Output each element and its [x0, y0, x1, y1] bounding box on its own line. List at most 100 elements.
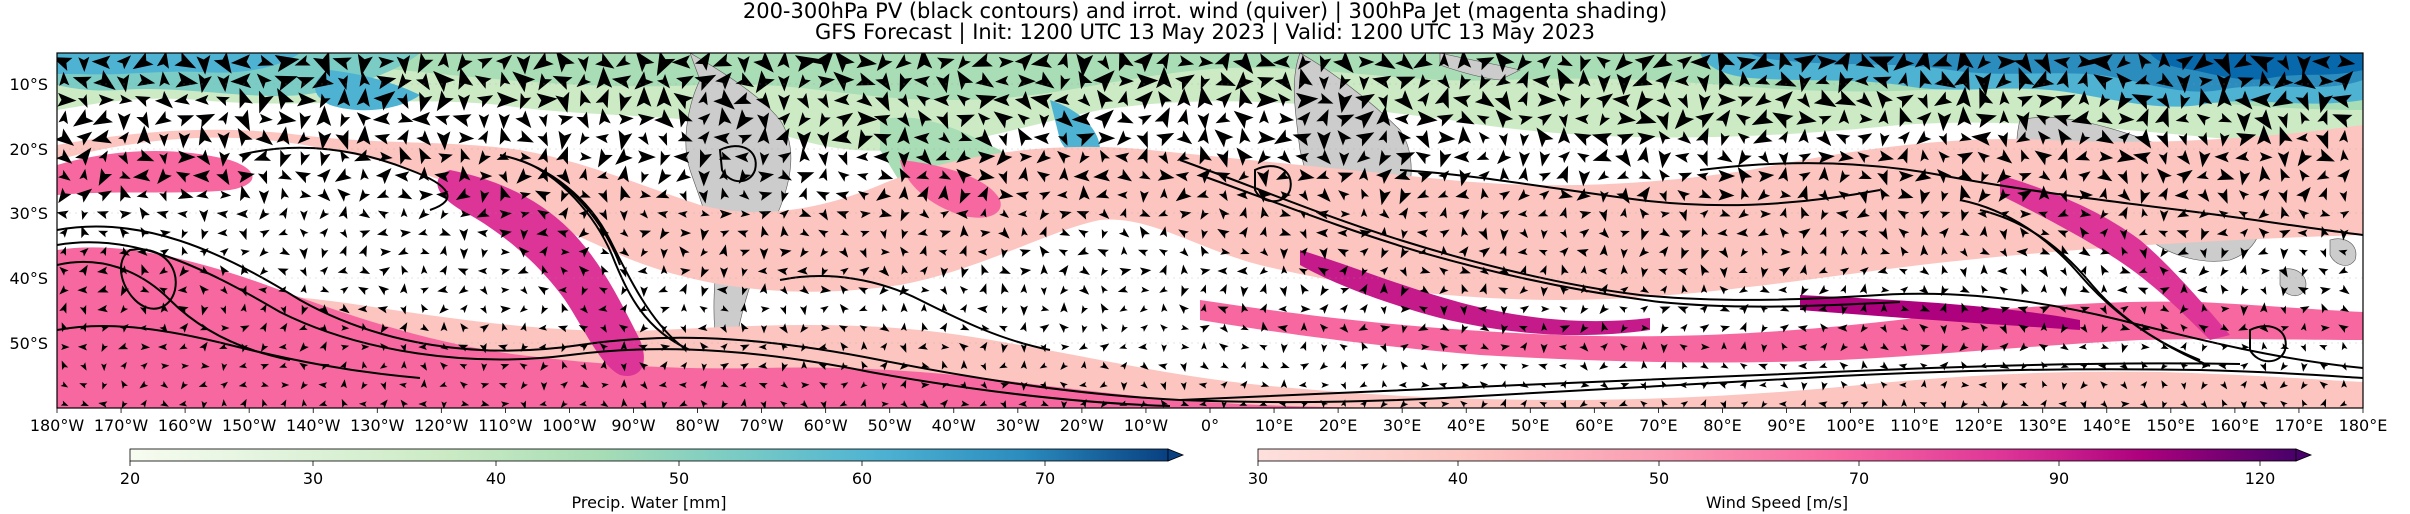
quiver-arrow	[518, 246, 530, 258]
quiver-arrow	[1036, 171, 1051, 183]
quiver-arrow	[1460, 305, 1468, 316]
quiver-arrow	[1934, 70, 1957, 88]
quiver-arrow	[379, 399, 388, 408]
quiver-arrow	[740, 302, 747, 313]
quiver-arrow	[2156, 130, 2169, 148]
quiver-arrow	[440, 321, 448, 332]
quiver-arrow	[654, 109, 674, 128]
quiver-arrow	[818, 343, 828, 350]
quiver-arrow	[455, 188, 471, 200]
quiver-arrow	[2079, 226, 2090, 239]
quiver-arrow	[1200, 74, 1211, 90]
quiver-arrow	[2299, 169, 2310, 182]
quiver-arrow	[481, 363, 488, 372]
figure-title-line-2: GFS Forecast | Init: 1200 UTC 13 May 202…	[814, 20, 1596, 44]
quiver-arrow	[2021, 149, 2030, 163]
quiver-arrow	[1618, 362, 1628, 369]
quiver-arrow	[2295, 91, 2309, 111]
quiver-arrow	[1376, 106, 1391, 127]
quiver-arrow	[699, 149, 713, 168]
quiver-arrow	[1316, 149, 1331, 165]
quiver-arrow	[319, 341, 327, 352]
quiver-arrow	[600, 360, 607, 370]
quiver-arrow	[1136, 73, 1159, 90]
quiver-arrow	[880, 248, 890, 256]
quiver-arrow	[159, 133, 169, 147]
quiver-arrow	[1395, 76, 1416, 90]
quiver-arrow	[819, 382, 829, 390]
quiver-arrow	[2016, 111, 2030, 132]
quiver-arrow	[1778, 166, 1788, 182]
quiver-arrow	[1540, 343, 1548, 354]
quiver-arrow	[1418, 248, 1428, 255]
quiver-arrow	[1239, 400, 1248, 406]
lon-tick-label: 160°W	[158, 416, 213, 435]
quiver-arrow	[1317, 92, 1334, 104]
quiver-arrow	[860, 381, 868, 389]
quiver-arrow	[356, 112, 372, 127]
quiver-arrow	[80, 362, 87, 371]
quiver-arrow	[1599, 361, 1609, 370]
quiver-arrow	[1116, 130, 1132, 146]
quiver-arrow	[500, 248, 510, 256]
quiver-arrow	[380, 343, 389, 352]
quiver-arrow	[281, 382, 290, 388]
quiver-arrow	[777, 169, 792, 181]
quiver-arrow	[433, 70, 456, 93]
quiver-arrow	[1116, 111, 1134, 124]
quiver-arrow	[2158, 230, 2169, 238]
quiver-arrow	[798, 187, 807, 201]
quiver-arrow	[1813, 89, 1837, 108]
quiver-arrow	[1640, 381, 1646, 391]
quiver-arrow	[1538, 190, 1550, 201]
quiver-arrow	[555, 91, 570, 113]
quiver-arrow	[1677, 131, 1692, 144]
quiver-arrow	[2259, 323, 2269, 333]
quiver-arrow	[259, 247, 269, 257]
quiver-arrow	[1276, 149, 1291, 164]
quiver-arrow	[1960, 324, 1970, 331]
quiver-arrow	[993, 111, 1014, 129]
quiver-arrow	[798, 208, 812, 217]
quiver-arrow	[356, 88, 370, 107]
quiver-arrow	[1478, 247, 1491, 258]
quiver-arrow	[673, 92, 694, 110]
quiver-arrow	[1517, 248, 1528, 256]
quiver-arrow	[1177, 108, 1189, 126]
quiver-arrow	[896, 112, 910, 127]
quiver-arrow	[156, 53, 169, 69]
quiver-arrow	[956, 94, 971, 107]
quiver-arrow	[2160, 362, 2168, 371]
quiver-arrow	[977, 305, 988, 314]
quiver-arrow	[274, 75, 298, 91]
quiver-arrow	[758, 211, 772, 220]
quiver-arrow	[2240, 400, 2247, 408]
quiver-arrow	[2175, 113, 2190, 123]
quiver-arrow	[1180, 381, 1187, 391]
quiver-arrow	[775, 127, 790, 147]
quiver-arrow	[2079, 306, 2090, 314]
quiver-arrow	[420, 287, 429, 294]
quiver-arrow	[480, 190, 490, 204]
quiver-arrow	[1620, 343, 1628, 351]
quiver-arrow	[540, 382, 548, 391]
quiver-arrow	[1661, 399, 1668, 408]
quiver-arrow	[1757, 227, 1769, 237]
quiver-arrow	[1616, 170, 1630, 180]
quiver-arrow	[538, 324, 548, 331]
quiver-arrow	[579, 343, 589, 352]
quiver-arrow	[900, 208, 910, 222]
quiver-arrow	[1580, 93, 1591, 109]
quiver-arrow	[760, 400, 767, 408]
quiver-arrow	[956, 114, 975, 128]
quiver-arrow	[2296, 186, 2311, 203]
quiver-arrow	[1317, 131, 1331, 151]
quiver-arrow	[917, 342, 928, 350]
quiver-arrow	[97, 266, 109, 275]
quiver-arrow	[397, 188, 413, 200]
quiver-arrow	[479, 171, 493, 181]
quiver-arrow	[1981, 171, 1990, 183]
quiver-arrow	[534, 190, 551, 203]
quiver-arrow	[520, 322, 527, 332]
quiver-arrow	[1532, 75, 1551, 89]
